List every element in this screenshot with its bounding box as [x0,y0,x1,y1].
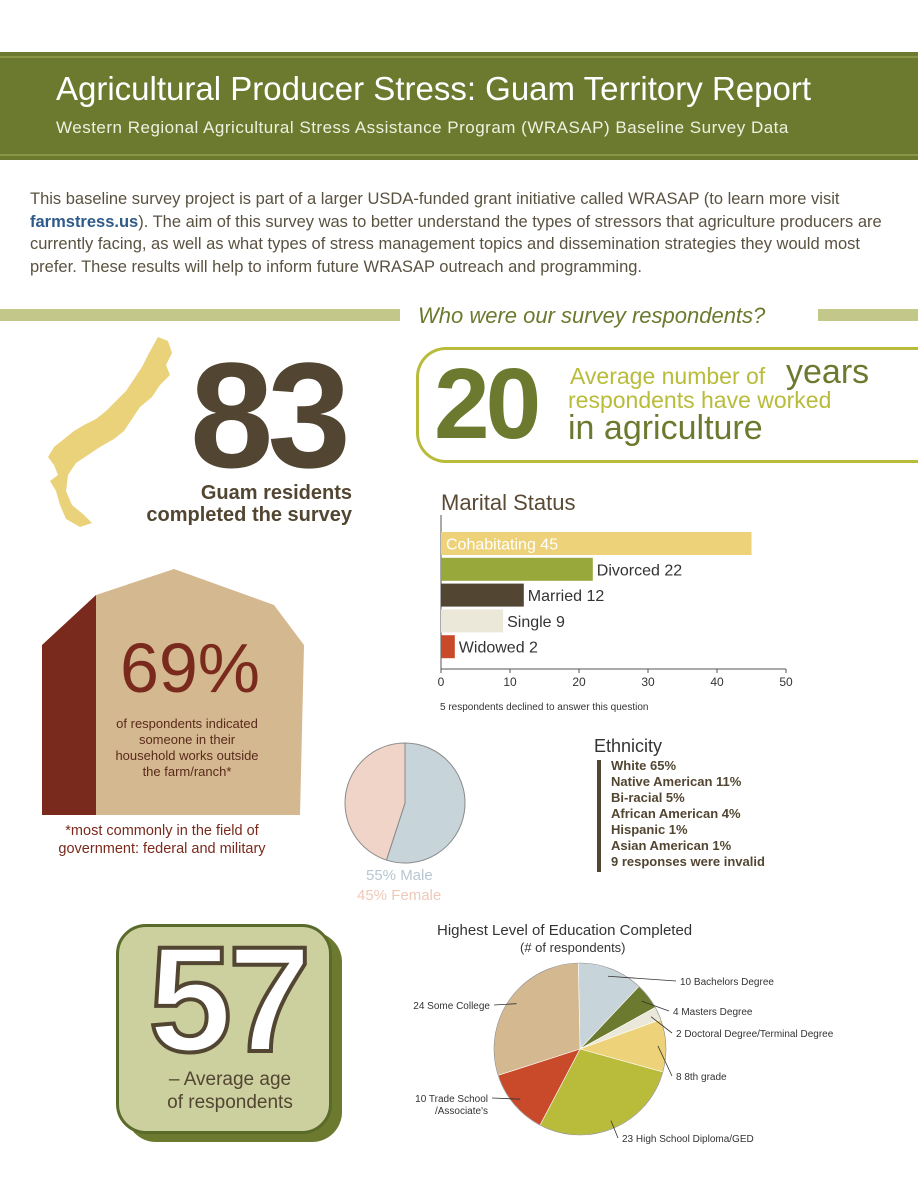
education-slice-label: 10 Trade School [415,1094,488,1105]
education-pie-outline [493,962,667,1136]
education-pie-chart: 10 Bachelors Degree 4 Masters Degree 2 Doc… [413,962,834,1145]
respondent-count-caption: Guam residents completed the survey [120,482,352,526]
page-subtitle: Western Regional Agricultural Stress Ass… [56,118,789,137]
respondent-caption-line2: completed the survey [146,504,352,526]
gender-male-label: 55% Male [366,867,433,884]
intro-paragraph: This baseline survey project is part of … [30,188,890,278]
ethnicity-item: Hispanic 1% [611,822,688,837]
household-footnote: *most commonly in the field of governmen… [58,823,266,857]
gender-slice-male [385,742,466,864]
years-caption-years-word: years [786,353,870,391]
years-number: 20 [434,348,541,460]
barn-icon [42,569,304,815]
marital-bar-cohabitating [441,532,752,555]
ethnicity-accent-bar [597,760,601,872]
marital-x-tick-label: 20 [572,675,586,689]
education-slice-label: 2 Doctoral Degree/Terminal Degree [676,1029,834,1040]
gender-slice-female [344,742,406,861]
years-caption-line3: in agriculture [568,409,763,447]
marital-x-tick-label: 10 [503,675,517,689]
household-percent: 69% [119,629,261,707]
ethnicity-item: Native American 11% [611,774,742,789]
years-caption-line2: respondents have worked [568,387,832,413]
education-slice-label: 8 8th grade [676,1072,727,1083]
ethnicity-item: 9 responses were invalid [611,854,765,869]
section-rule-right [818,309,918,321]
household-caption: of respondents indicated someone in thei… [115,716,259,779]
header-band [0,52,918,160]
section-heading: Who were our survey respondents? [418,303,766,328]
education-slice-label: 23 High School Diploma/GED [622,1134,754,1145]
marital-x-tick-label: 0 [438,675,445,689]
education-leader-line [650,1016,673,1034]
ethnicity-item: White 65% [611,758,677,773]
marital-bar-label: Cohabitating 45 [446,537,558,554]
intro-text-start: This baseline survey project is part of … [30,190,840,208]
section-rule-left [0,309,400,321]
education-slice-label: 24 Some College [413,1001,490,1012]
age-box [116,924,332,1134]
intro-text-end: ). The aim of this survey was to better … [30,212,882,276]
ethnicity-item: Bi-racial 5% [611,790,685,805]
ethnicity-list: White 65% Native American 11% Bi-racial … [611,758,765,870]
page-title: Agricultural Producer Stress: Guam Terri… [56,70,811,107]
education-leader-line [610,1120,619,1139]
respondent-caption-line1: Guam residents [200,482,352,504]
education-leader-line [493,1003,517,1006]
marital-bar-widowed [441,635,455,659]
education-chart-title: Highest Level of Education Completed [437,922,693,939]
age-dash: – [168,1069,180,1090]
ethnicity-item: African American 4% [611,806,741,821]
marital-x-tick-label: 40 [710,675,724,689]
marital-bar-label: Widowed 2 [459,640,538,657]
header-rule-top [0,56,918,58]
education-leader-line [657,1045,673,1077]
education-leader-line [608,975,677,982]
ethnicity-title: Ethnicity [594,736,663,756]
average-age-caption: – Average age of respondents [140,1068,320,1114]
marital-chart-title: Marital Status [441,490,576,515]
education-slice-label: /Associate's [435,1106,488,1117]
marital-status-chart: Cohabitating 45 Divorced 22 Married 12 Sing… [438,515,793,689]
gender-female-label: 45% Female [357,887,442,904]
marital-bar-label: Divorced 22 [597,562,682,579]
education-leader-line [641,1000,670,1012]
gender-pie-chart [344,742,466,864]
years-callout-frame [416,347,918,463]
farmstress-link[interactable]: farmstress.us [30,212,139,231]
education-slice-label: 4 Masters Degree [673,1007,753,1018]
header-rule-bottom [0,154,918,156]
marital-bar-divorced [441,557,593,581]
marital-x-tick-label: 50 [779,675,793,689]
average-age-number: 57 [147,915,314,1083]
age-caption-line1: Average age [183,1069,292,1090]
marital-bar-single [441,609,504,633]
education-slice-label: 10 Bachelors Degree [680,977,774,988]
marital-bar-married [441,583,524,607]
guam-map-icon [48,337,172,527]
years-caption-line1: Average number of [570,363,766,389]
age-caption-line2: of respondents [167,1092,293,1113]
education-leader-line [491,1097,521,1100]
marital-bar-label: Single 9 [507,614,565,631]
respondent-count: 83 [190,331,351,499]
education-chart-subtitle: (# of respondents) [520,940,626,955]
marital-x-tick-label: 30 [641,675,655,689]
marital-chart-note: 5 respondents declined to answer this qu… [440,702,649,713]
marital-bar-label: Married 12 [528,588,605,605]
ethnicity-item: Asian American 1% [611,838,732,853]
